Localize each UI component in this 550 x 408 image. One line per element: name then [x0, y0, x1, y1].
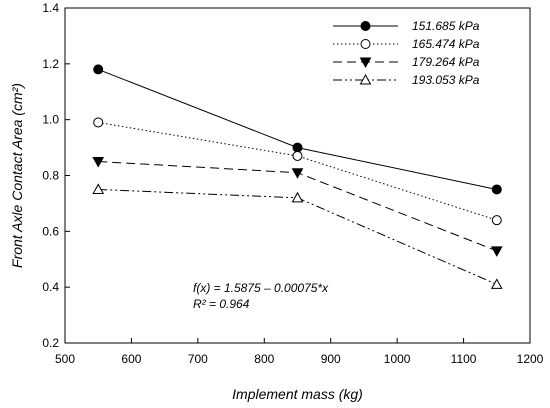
r-squared-label: R² = 0.964: [193, 297, 250, 311]
x-axis-title: Implement mass (kg): [232, 386, 363, 402]
marker-filled-circle: [491, 184, 502, 195]
x-tick-label: 1200: [517, 352, 544, 366]
y-axis-title: Front Axle Contact Area (cm²): [9, 83, 25, 268]
legend-entry: 151.685 kPa: [333, 19, 480, 33]
y-tick-label: 1.4: [42, 1, 59, 15]
legend: 151.685 kPa 165.474 kPa 179.264 kPa 193.053…: [333, 19, 480, 87]
marker-open-circle: [491, 215, 502, 226]
legend-entry: 193.053 kPa: [333, 73, 480, 87]
marker-filled-triangle-down: [359, 57, 372, 69]
marker-filled-triangle-down: [92, 157, 105, 168]
marker-filled-circle: [360, 21, 371, 31]
marker-filled-circle: [292, 142, 303, 153]
legend-label: 193.053 kPa: [412, 73, 480, 87]
marker-open-triangle-up: [291, 191, 304, 203]
x-tick-label: 800: [254, 352, 274, 366]
series-layer: [92, 64, 503, 289]
y-tick-label: 0.6: [42, 224, 59, 238]
marker-open-triangle-up: [359, 73, 372, 85]
marker-filled-circle: [93, 64, 104, 75]
y-tick-label: 0.4: [42, 280, 59, 294]
y-tick-label: 0.8: [42, 169, 59, 183]
x-tick-label: 1100: [451, 352, 477, 366]
series-1: [93, 64, 502, 195]
ticks: 500 600 700 800 900 1000 1100 1200 0.2 0.4 0.6 0.8 1…: [42, 1, 543, 366]
y-tick-label: 1.0: [42, 113, 59, 127]
series-line: [98, 188, 497, 285]
marker-open-triangle-up: [92, 183, 105, 194]
legend-entry: 179.264 kPa: [333, 55, 480, 69]
legend-entry: 165.474 kPa: [333, 37, 480, 51]
legend-label: 165.474 kPa: [412, 37, 480, 51]
series-3: [92, 157, 503, 257]
marker-open-circle: [292, 150, 303, 161]
x-tick-label: 600: [121, 352, 141, 366]
y-tick-label: 1.2: [42, 57, 59, 71]
x-tick-label: 700: [188, 352, 208, 366]
y-tick-label: 0.2: [42, 336, 59, 350]
x-tick-label: 900: [321, 352, 341, 366]
legend-label: 151.685 kPa: [412, 19, 480, 33]
marker-filled-triangle-down: [490, 246, 503, 257]
regression-equation: f(x) = 1.5875 – 0.00075*x: [193, 281, 329, 295]
marker-filled-triangle-down: [291, 168, 304, 179]
x-tick-label: 500: [55, 352, 75, 366]
series-4: [92, 183, 503, 289]
x-tick-label: 1000: [384, 352, 411, 366]
legend-label: 179.264 kPa: [412, 55, 480, 69]
marker-open-triangle-up: [490, 278, 503, 289]
series-2: [93, 117, 502, 226]
marker-open-circle: [93, 117, 104, 128]
marker-open-circle: [360, 39, 371, 49]
